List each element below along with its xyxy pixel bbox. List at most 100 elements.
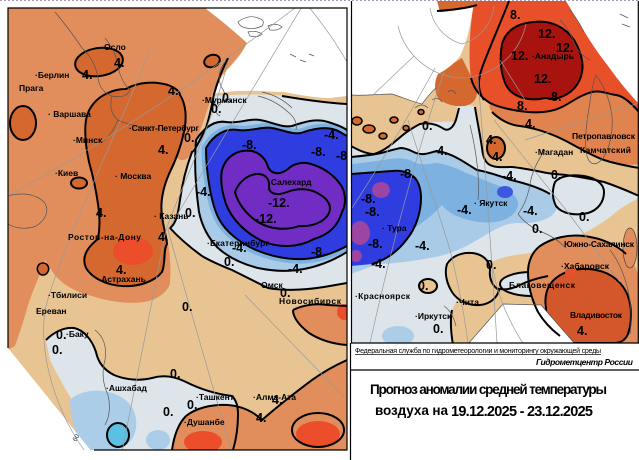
svg-text:Прага: Прага bbox=[19, 83, 44, 93]
svg-text:0.: 0. bbox=[211, 102, 221, 116]
svg-text:0.: 0. bbox=[280, 286, 290, 300]
svg-text:-8.: -8. bbox=[336, 149, 351, 163]
svg-text:-4.: -4. bbox=[433, 144, 448, 158]
svg-text:-4.: -4. bbox=[523, 204, 538, 218]
svg-text:4.: 4. bbox=[114, 56, 124, 70]
svg-text:4.: 4. bbox=[96, 206, 106, 220]
svg-text:0.: 0. bbox=[486, 258, 496, 272]
svg-text:0.: 0. bbox=[187, 398, 197, 412]
svg-text:Осло: Осло bbox=[104, 42, 126, 52]
svg-text:·Тбилиси: ·Тбилиси bbox=[48, 290, 87, 300]
svg-text:0.: 0. bbox=[170, 367, 180, 381]
svg-text:0.: 0. bbox=[551, 168, 561, 182]
svg-text:-8.: -8. bbox=[311, 145, 326, 159]
svg-text:Ереван: Ереван bbox=[36, 306, 67, 316]
svg-text:·Салехард: ·Салехард bbox=[268, 177, 312, 187]
svg-text:4.: 4. bbox=[256, 411, 266, 425]
svg-text:-8.: -8. bbox=[361, 192, 376, 206]
svg-text:0.: 0. bbox=[224, 255, 234, 269]
svg-text:-12.: -12. bbox=[255, 212, 277, 226]
svg-text:-4.: -4. bbox=[196, 185, 211, 199]
svg-text:Новосибирск: Новосибирск bbox=[279, 296, 342, 306]
svg-text:· Астрахань: · Астрахань bbox=[96, 274, 146, 284]
svg-text:19.12.2025 - 23.12.2025: 19.12.2025 - 23.12.2025 bbox=[451, 404, 593, 420]
svg-text:воздуха на: воздуха на bbox=[375, 403, 448, 418]
svg-text:12.: 12. bbox=[511, 49, 528, 63]
svg-text:-8.: -8. bbox=[365, 205, 380, 219]
svg-text:12.: 12. bbox=[538, 27, 555, 41]
svg-text:·Киев: ·Киев bbox=[55, 168, 78, 178]
svg-text:4.: 4. bbox=[168, 84, 178, 98]
svg-text:· Якутск: · Якутск bbox=[474, 198, 508, 208]
svg-text:0.: 0. bbox=[52, 343, 62, 357]
svg-text:·Мурманск: ·Мурманск bbox=[202, 95, 247, 105]
svg-text:4.: 4. bbox=[577, 324, 587, 338]
svg-text:-4.: -4. bbox=[232, 241, 247, 255]
svg-text:12.: 12. bbox=[556, 41, 573, 55]
svg-text:Благовещенск: Благовещенск bbox=[509, 280, 576, 290]
svg-text:4.: 4. bbox=[492, 150, 502, 164]
svg-text:Камчатский: Камчатский bbox=[580, 145, 631, 155]
svg-text:· Москва: · Москва bbox=[115, 171, 151, 181]
svg-text:· Тура: · Тура bbox=[382, 223, 407, 233]
svg-text:·Ашхабад: ·Ашхабад bbox=[106, 383, 147, 393]
svg-text:· Казань: · Казань bbox=[154, 211, 189, 221]
svg-text:·Баку: ·Баку bbox=[66, 329, 89, 339]
svg-text:4.: 4. bbox=[116, 263, 126, 277]
svg-text:·Санкт-Петербург: ·Санкт-Петербург bbox=[129, 123, 199, 133]
svg-text:·Красноярск: ·Красноярск bbox=[355, 291, 411, 301]
svg-text:0.: 0. bbox=[433, 322, 443, 336]
svg-text:8.: 8. bbox=[517, 99, 527, 113]
svg-text:·Ташкент: ·Ташкент bbox=[196, 392, 234, 402]
svg-text:·Чита: ·Чита bbox=[456, 297, 479, 307]
svg-text:·Анадырь: ·Анадырь bbox=[532, 51, 574, 61]
svg-text:· Варшава: · Варшава bbox=[48, 109, 91, 119]
svg-text:8.: 8. bbox=[510, 8, 520, 22]
svg-text:0.: 0. bbox=[532, 222, 542, 236]
svg-text:-4.: -4. bbox=[288, 262, 303, 276]
svg-text:0.: 0. bbox=[184, 131, 194, 145]
svg-text:·Иркутск: ·Иркутск bbox=[415, 311, 452, 321]
svg-text:-4.: -4. bbox=[415, 239, 430, 253]
svg-text:·Берлин: ·Берлин bbox=[35, 70, 69, 80]
svg-text:-4.: -4. bbox=[371, 257, 386, 271]
svg-text:Владивосток: Владивосток bbox=[570, 310, 623, 320]
svg-text:0.: 0. bbox=[56, 328, 66, 342]
svg-text:Омск: Омск bbox=[261, 280, 284, 290]
svg-text:60: 60 bbox=[72, 433, 82, 443]
svg-text:12.: 12. bbox=[534, 72, 551, 86]
svg-text:0.: 0. bbox=[185, 206, 195, 220]
svg-text:Петропавловск: Петропавловск bbox=[572, 131, 636, 141]
svg-text:4.: 4. bbox=[158, 143, 168, 157]
svg-text:-4.: -4. bbox=[324, 128, 339, 142]
svg-text:4.: 4. bbox=[486, 133, 496, 147]
svg-text:-8.: -8. bbox=[368, 237, 383, 251]
svg-text:-8.: -8. bbox=[242, 138, 257, 152]
svg-text:4.: 4. bbox=[525, 117, 535, 131]
svg-text:4.: 4. bbox=[158, 230, 168, 244]
svg-text:Федеральная служба по гидромет: Федеральная служба по гидрометеорологии … bbox=[355, 347, 601, 355]
svg-text:0.: 0. bbox=[422, 119, 432, 133]
svg-text:-8.: -8. bbox=[311, 245, 326, 259]
svg-text:Прогноз аномалии средней темпе: Прогноз аномалии средней температуры bbox=[370, 382, 607, 397]
svg-text:Ростов-на-Дону: Ростов-на-Дону bbox=[68, 232, 141, 242]
svg-text:·Душанбе: ·Душанбе bbox=[184, 417, 225, 427]
svg-text:0.: 0. bbox=[163, 405, 173, 419]
svg-text:-4.: -4. bbox=[502, 169, 517, 183]
svg-text:·Алма-Ата: ·Алма-Ата bbox=[253, 392, 296, 402]
svg-text:0.: 0. bbox=[418, 279, 428, 293]
svg-text:-12.: -12. bbox=[268, 196, 290, 210]
svg-text:-4.: -4. bbox=[457, 203, 472, 217]
svg-text:0.: 0. bbox=[579, 210, 589, 224]
svg-text:0.: 0. bbox=[182, 300, 192, 314]
svg-text:Гидрометцентр России: Гидрометцентр России bbox=[536, 357, 634, 367]
svg-text:0.: 0. bbox=[222, 91, 232, 105]
svg-text:8.: 8. bbox=[551, 90, 561, 104]
svg-text:4.: 4. bbox=[272, 393, 282, 407]
svg-text:·Екатеринбург: ·Екатеринбург bbox=[207, 238, 269, 248]
svg-text:Южно-Сахалинск: Южно-Сахалинск bbox=[564, 239, 635, 249]
svg-text:4.: 4. bbox=[82, 68, 92, 82]
svg-text:·Магадан: ·Магадан bbox=[535, 147, 573, 157]
svg-text:·Хабаровск: ·Хабаровск bbox=[561, 261, 610, 271]
svg-text:-8.: -8. bbox=[400, 167, 415, 181]
